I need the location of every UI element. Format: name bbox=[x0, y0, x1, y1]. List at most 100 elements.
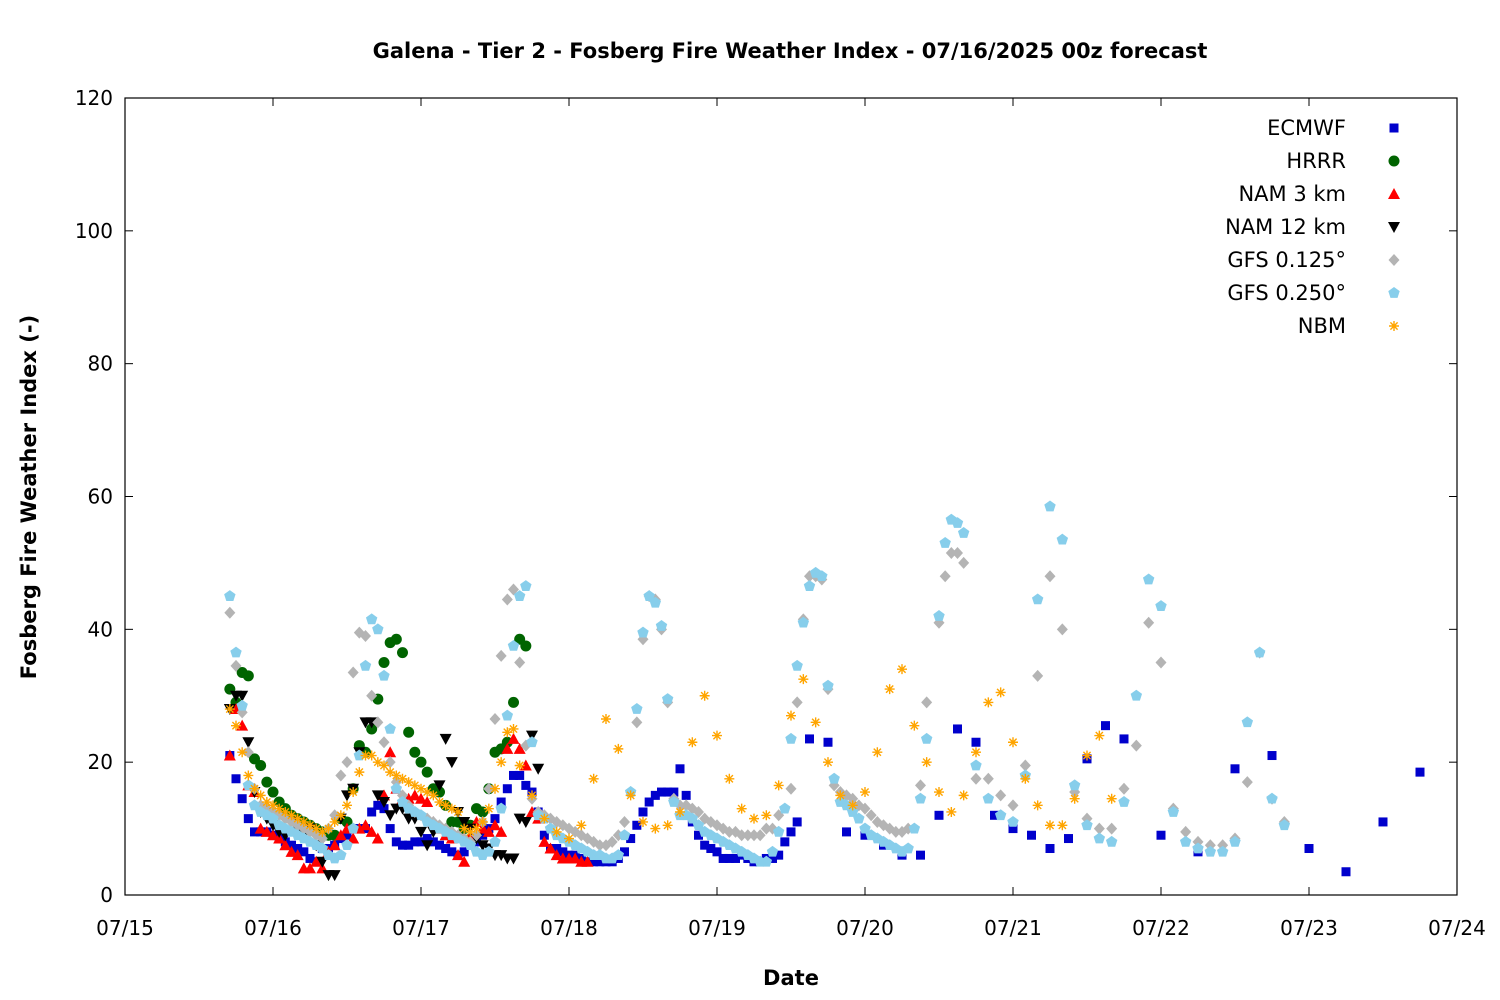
gfs-0-250-point bbox=[526, 736, 538, 748]
ecmwf-point bbox=[391, 837, 401, 847]
ecmwf-point bbox=[237, 794, 247, 804]
ecmwf-point bbox=[1008, 824, 1018, 834]
gfs-0-250-point bbox=[816, 570, 828, 582]
chart-title: Galena - Tier 2 - Fosberg Fire Weather I… bbox=[373, 39, 1208, 63]
nam-12-km-point bbox=[476, 840, 489, 852]
hrrr-point bbox=[261, 776, 273, 788]
gfs-0-125-point bbox=[341, 756, 353, 769]
gfs-0-250-point bbox=[390, 782, 403, 794]
nam-3-km-point bbox=[458, 855, 471, 867]
ecmwf-point bbox=[718, 853, 728, 863]
nam-3-km-point bbox=[538, 835, 551, 847]
gfs-0-125-point bbox=[736, 829, 748, 842]
nbm-point bbox=[1020, 773, 1031, 784]
nbm-point bbox=[675, 806, 685, 817]
gfs-0-250-point bbox=[513, 590, 526, 601]
nbm-point bbox=[311, 823, 322, 834]
ecmwf-point bbox=[539, 830, 549, 840]
nbm-point bbox=[274, 803, 285, 814]
nam-3-km-point bbox=[569, 852, 582, 864]
nam-3-km-point bbox=[334, 829, 347, 841]
nbm-point bbox=[712, 730, 722, 741]
x-tick-label: 07/16 bbox=[244, 916, 302, 940]
gfs-0-250-point bbox=[982, 792, 995, 804]
nam-12-km-point bbox=[433, 780, 446, 792]
gfs-0-250-point bbox=[631, 703, 643, 714]
nam-12-km-point bbox=[242, 737, 255, 749]
x-tick-label: 07/23 bbox=[1280, 916, 1338, 940]
gfs-0-125-point bbox=[619, 815, 630, 828]
nbm-point bbox=[761, 810, 772, 821]
nbm-point bbox=[261, 797, 272, 808]
gfs-0-250-point bbox=[230, 646, 242, 658]
ecmwf-point bbox=[1304, 844, 1314, 854]
gfs-0-125-point bbox=[372, 716, 384, 729]
legend-marker-gfs-0-125 bbox=[1388, 254, 1400, 266]
y-tick-label: 40 bbox=[88, 617, 113, 641]
nam-3-km-point bbox=[501, 742, 514, 754]
gfs-0-250-point bbox=[612, 849, 625, 860]
nam-12-km-point bbox=[328, 870, 341, 882]
gfs-0-125-point bbox=[384, 756, 396, 769]
gfs-0-250-point bbox=[1007, 815, 1019, 827]
gfs-0-250-point bbox=[483, 845, 495, 857]
nam-3-km-point bbox=[291, 849, 304, 861]
gfs-0-250-point bbox=[643, 590, 655, 601]
plot-frame bbox=[124, 97, 1458, 896]
ecmwf-point bbox=[293, 844, 303, 854]
y-tick-label: 100 bbox=[75, 219, 113, 243]
ecmwf-point bbox=[367, 807, 377, 817]
nbm-point bbox=[539, 813, 550, 824]
nam-3-km-point bbox=[507, 732, 520, 744]
ecmwf-point bbox=[990, 810, 999, 820]
gfs-0-250-point bbox=[822, 679, 834, 691]
ecmwf-point bbox=[626, 834, 636, 844]
nbm-point bbox=[724, 773, 735, 784]
gfs-0-125-point bbox=[1180, 825, 1192, 838]
ecmwf-point bbox=[632, 820, 642, 830]
nam-3-km-point bbox=[285, 845, 298, 857]
series-nbm bbox=[224, 664, 1117, 844]
gfs-0-250-point bbox=[668, 796, 680, 807]
hrrr-point bbox=[421, 766, 433, 778]
x-tick-label: 07/18 bbox=[540, 916, 598, 940]
ecmwf-point bbox=[1267, 751, 1277, 761]
nbm-point bbox=[847, 800, 858, 811]
gfs-0-250-point bbox=[464, 839, 477, 851]
y-tick-label: 0 bbox=[100, 883, 113, 907]
nbm-point bbox=[379, 760, 389, 771]
gfs-0-125-point bbox=[952, 546, 963, 559]
ecmwf-point bbox=[459, 847, 469, 857]
gfs-0-125-point bbox=[514, 656, 526, 669]
ecmwf-point bbox=[1045, 844, 1055, 854]
ecmwf-point bbox=[712, 847, 722, 857]
gfs-0-125-point bbox=[631, 716, 643, 729]
axis-ticks: 07/15 07/16 07/17 07/18 07/19 07/20 07/21 07/22… bbox=[75, 86, 1486, 940]
gfs-0-125-point bbox=[693, 805, 704, 818]
ecmwf-point bbox=[842, 827, 851, 837]
gfs-0-250-point bbox=[1179, 835, 1192, 847]
nbm-point bbox=[502, 727, 513, 738]
nam-3-km-point bbox=[408, 789, 421, 801]
gfs-0-250-point bbox=[1044, 500, 1056, 512]
ecmwf-point bbox=[1156, 830, 1166, 840]
ecmwf-point bbox=[860, 830, 870, 840]
nbm-point bbox=[934, 787, 944, 798]
legend-label-gfs-0-250: GFS 0.250° bbox=[1227, 281, 1346, 305]
nbm-point bbox=[872, 747, 883, 758]
ecmwf-point bbox=[650, 790, 660, 800]
gfs-0-250-point bbox=[655, 620, 668, 631]
nam-12-km-point bbox=[507, 853, 520, 865]
nbm-point bbox=[422, 787, 433, 798]
nbm-point bbox=[496, 757, 507, 768]
hrrr-point bbox=[390, 633, 402, 645]
nbm-point bbox=[372, 757, 383, 768]
gfs-0-250-point bbox=[501, 709, 514, 721]
ecmwf-point bbox=[1027, 830, 1036, 840]
gfs-0-125-point bbox=[594, 839, 606, 852]
nbm-point bbox=[237, 747, 248, 758]
ecmwf-point bbox=[724, 853, 734, 863]
gfs-0-250-point bbox=[951, 517, 964, 528]
gfs-0-125-point bbox=[915, 779, 926, 792]
x-tick-label: 07/15 bbox=[96, 916, 154, 940]
